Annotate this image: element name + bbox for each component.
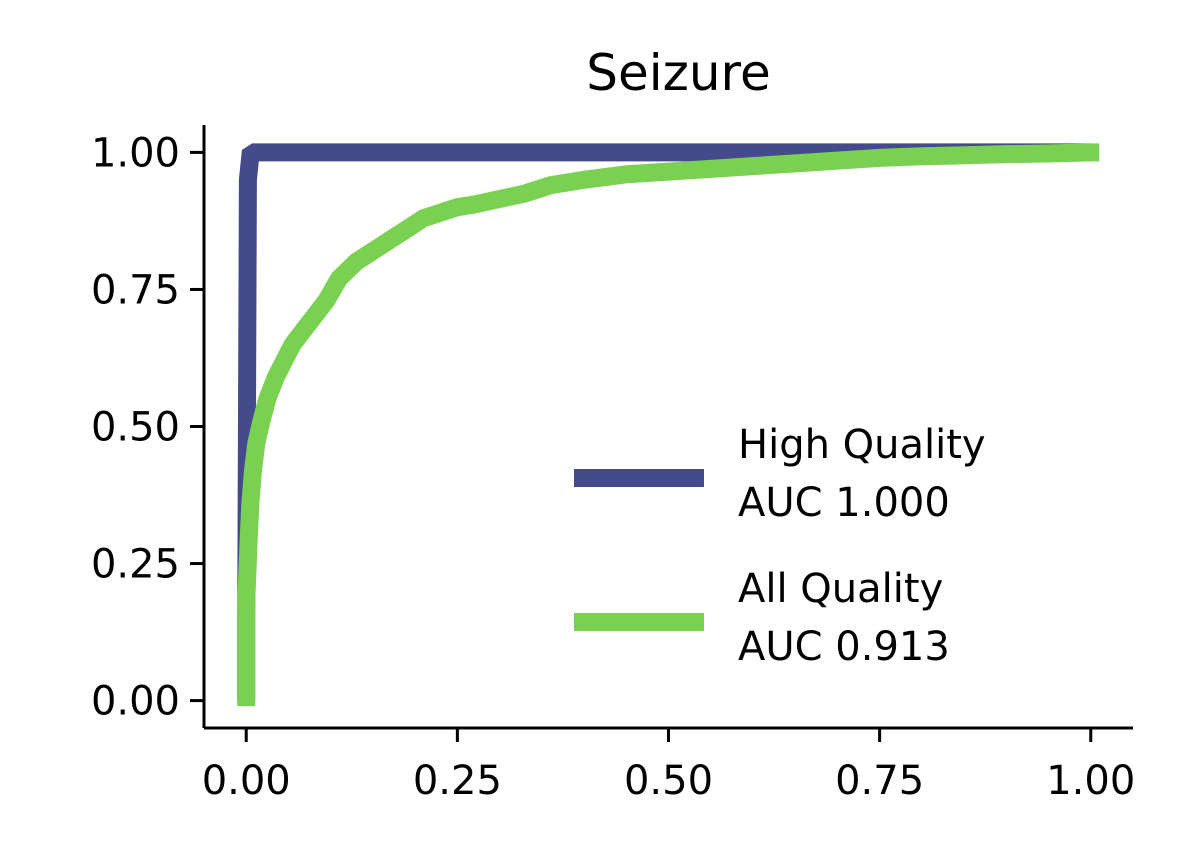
legend-auc-label: AUC 0.913 [738,624,950,670]
chart-title: Seizure [586,44,771,102]
series-line-all-quality [237,143,1100,707]
y-tick-label: 0.25 [91,542,180,588]
legend: High Quality AUC 1.000 All Quality AUC 0.91… [574,422,986,670]
x-tick-label: 0.75 [835,758,924,804]
x-tick-label: 1.00 [1046,758,1135,804]
y-tick-label: 0.00 [91,679,180,725]
y-tick-label: 0.50 [91,405,180,451]
axes: 0.00 0.25 0.50 0.75 1.00 0.00 0.25 0.50 0.75 1.00 [91,125,1135,804]
legend-auc-label: AUC 1.000 [738,480,950,526]
x-tick-label: 0.00 [202,758,291,804]
legend-label: High Quality [738,422,986,468]
x-tick-label: 0.50 [624,758,713,804]
y-tick-label: 1.00 [91,130,180,176]
y-tick-label: 0.75 [91,267,180,313]
x-tick-label: 0.25 [413,758,502,804]
legend-label: All Quality [738,566,943,612]
series-layer [237,143,1100,707]
